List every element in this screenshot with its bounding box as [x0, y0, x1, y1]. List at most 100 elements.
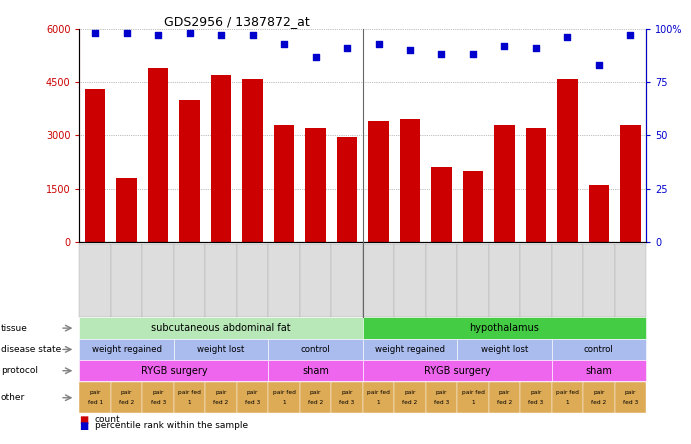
- Text: pair fed: pair fed: [462, 390, 484, 395]
- Bar: [274, 125, 294, 242]
- Text: 1: 1: [282, 400, 286, 405]
- Point: [373, 40, 384, 48]
- Text: count: count: [95, 415, 120, 424]
- Bar: [211, 75, 231, 242]
- Text: pair: pair: [625, 390, 636, 395]
- Text: pair: pair: [90, 390, 101, 395]
- Text: GSM206025: GSM206025: [594, 248, 603, 298]
- Text: pair fed: pair fed: [367, 390, 390, 395]
- Bar: [117, 178, 137, 242]
- Text: GSM206045: GSM206045: [248, 248, 257, 298]
- Bar: [620, 125, 641, 242]
- Text: other: other: [1, 393, 25, 402]
- Text: sham: sham: [302, 366, 329, 376]
- Text: GSM206036: GSM206036: [122, 248, 131, 299]
- Text: GSM206050: GSM206050: [531, 248, 540, 298]
- Point: [499, 42, 510, 49]
- Text: GSM206028: GSM206028: [626, 248, 635, 299]
- Text: GSM206034: GSM206034: [374, 248, 383, 299]
- Text: pair: pair: [593, 390, 605, 395]
- Text: 1: 1: [377, 400, 380, 405]
- Text: GSM206043: GSM206043: [185, 248, 194, 299]
- Text: pair: pair: [436, 390, 447, 395]
- Text: GDS2956 / 1387872_at: GDS2956 / 1387872_at: [164, 15, 310, 28]
- Bar: [85, 89, 106, 242]
- Point: [341, 44, 352, 52]
- Text: percentile rank within the sample: percentile rank within the sample: [95, 421, 248, 430]
- Point: [278, 40, 290, 48]
- Text: weight regained: weight regained: [92, 345, 162, 354]
- Text: weight lost: weight lost: [198, 345, 245, 354]
- Point: [184, 30, 195, 37]
- Text: disease state: disease state: [1, 345, 61, 354]
- Text: fed 3: fed 3: [245, 400, 261, 405]
- Text: GSM206022: GSM206022: [280, 248, 289, 298]
- Text: 1: 1: [471, 400, 475, 405]
- Text: RYGB surgery: RYGB surgery: [140, 366, 207, 376]
- Text: 1: 1: [565, 400, 569, 405]
- Point: [436, 51, 447, 58]
- Text: pair: pair: [341, 390, 352, 395]
- Text: GSM206023: GSM206023: [563, 248, 572, 299]
- Text: fed 3: fed 3: [339, 400, 354, 405]
- Text: weight regained: weight regained: [375, 345, 445, 354]
- Point: [562, 34, 573, 41]
- Bar: [243, 79, 263, 242]
- Point: [594, 62, 605, 69]
- Text: fed 3: fed 3: [529, 400, 544, 405]
- Bar: [148, 68, 169, 242]
- Text: subcutaneous abdominal fat: subcutaneous abdominal fat: [151, 323, 291, 333]
- Bar: [589, 185, 609, 242]
- Text: pair: pair: [499, 390, 510, 395]
- Text: fed 2: fed 2: [591, 400, 607, 405]
- Text: fed 2: fed 2: [214, 400, 229, 405]
- Point: [121, 30, 132, 37]
- Text: fed 2: fed 2: [119, 400, 134, 405]
- Text: GSM206038: GSM206038: [406, 248, 415, 299]
- Text: pair: pair: [121, 390, 133, 395]
- Point: [153, 32, 164, 39]
- Text: pair fed: pair fed: [556, 390, 579, 395]
- Text: GSM206044: GSM206044: [216, 248, 226, 298]
- Bar: [431, 167, 452, 242]
- Text: hypothalamus: hypothalamus: [469, 323, 540, 333]
- Point: [90, 30, 101, 37]
- Text: RYGB surgery: RYGB surgery: [424, 366, 491, 376]
- Text: pair: pair: [216, 390, 227, 395]
- Text: fed 3: fed 3: [434, 400, 449, 405]
- Bar: [526, 128, 546, 242]
- Text: fed 2: fed 2: [497, 400, 512, 405]
- Text: pair: pair: [247, 390, 258, 395]
- Text: protocol: protocol: [1, 366, 38, 375]
- Bar: [180, 100, 200, 242]
- Bar: [337, 137, 357, 242]
- Point: [404, 47, 415, 54]
- Point: [247, 32, 258, 39]
- Text: GSM206031: GSM206031: [91, 248, 100, 299]
- Text: pair: pair: [404, 390, 416, 395]
- Text: fed 2: fed 2: [402, 400, 417, 405]
- Text: GSM206041: GSM206041: [437, 248, 446, 298]
- Text: 1: 1: [188, 400, 191, 405]
- Bar: [494, 125, 515, 242]
- Text: tissue: tissue: [1, 324, 28, 333]
- Bar: [463, 171, 483, 242]
- Text: GSM206046: GSM206046: [468, 248, 477, 299]
- Text: pair fed: pair fed: [178, 390, 201, 395]
- Text: pair: pair: [310, 390, 321, 395]
- Bar: [400, 119, 420, 242]
- Point: [531, 44, 542, 52]
- Bar: [368, 121, 389, 242]
- Point: [216, 32, 227, 39]
- Bar: [305, 128, 325, 242]
- Point: [625, 32, 636, 39]
- Text: control: control: [301, 345, 330, 354]
- Text: ■: ■: [79, 415, 88, 425]
- Text: fed 3: fed 3: [151, 400, 166, 405]
- Text: control: control: [584, 345, 614, 354]
- Text: pair: pair: [530, 390, 542, 395]
- Text: sham: sham: [585, 366, 612, 376]
- Text: GSM206049: GSM206049: [500, 248, 509, 298]
- Bar: [557, 79, 578, 242]
- Text: pair: pair: [153, 390, 164, 395]
